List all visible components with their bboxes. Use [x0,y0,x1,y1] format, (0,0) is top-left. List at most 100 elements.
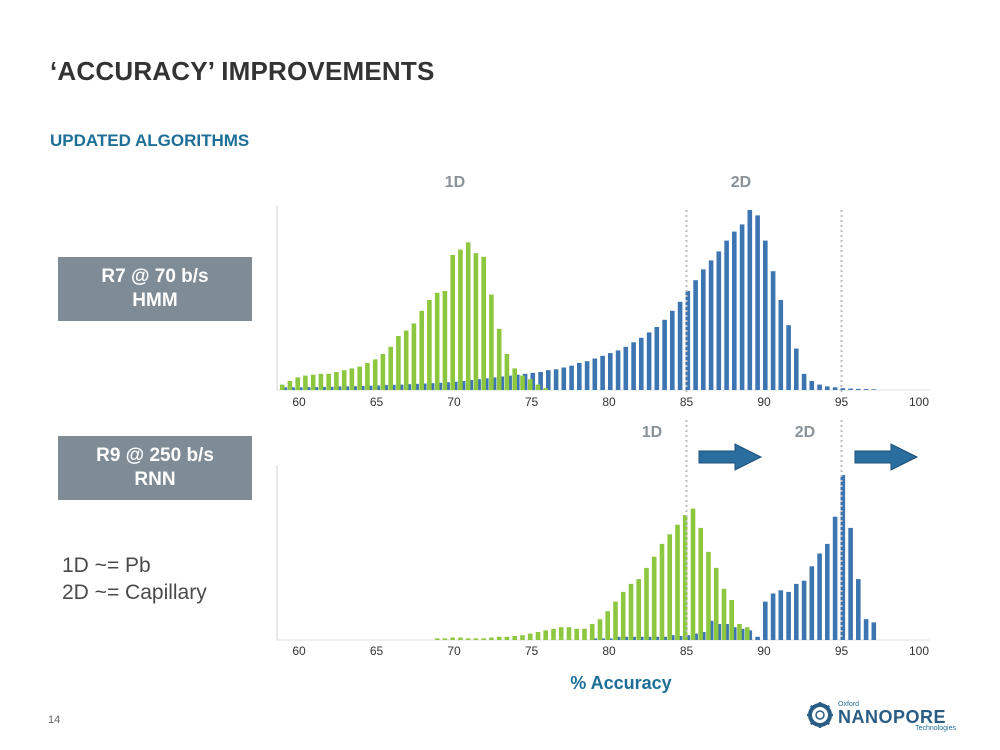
bar-1d-68.5 [427,300,432,390]
bar-1d-70 [450,637,455,640]
x-tick-label: 100 [909,395,929,409]
series-label-1d: 1D [642,424,662,441]
bar-1d-75.5 [535,632,541,640]
bar-1d-76.5 [551,628,556,640]
bar-1d-69 [434,638,440,640]
bar-1d-87 [713,567,719,640]
bar-1d-82 [636,579,641,640]
note-2d: 2D ~= Capillary [62,581,207,604]
bar-1d-71 [465,242,471,390]
bar-2d-96.5 [863,619,869,640]
nanopore-logo-icon [807,702,833,728]
bar-1d-84.5 [675,524,680,640]
bar-2d-67.5 [414,383,419,390]
bar-2d-94.5 [832,516,838,640]
bar-1d-75.5 [535,384,541,390]
bar-2d-94.5 [832,387,838,390]
bar-1d-74.5 [520,375,525,390]
bar-2d-63.5 [352,386,357,390]
bar-2d-87 [716,624,722,640]
x-axis-title: % Accuracy [570,673,671,693]
bar-2d-96.5 [863,389,869,390]
bar-1d-81 [620,591,626,640]
x-tick-label: 85 [680,644,694,658]
bar-2d-87 [716,251,722,390]
bar-2d-97 [871,389,877,390]
bar-1d-85 [682,515,688,640]
bar-1d-74 [512,368,517,390]
bar-2d-83.5 [662,636,667,640]
bar-1d-78 [574,628,579,640]
bar-1d-89 [744,627,750,640]
bar-2d-79 [592,638,598,640]
r9-rnn-label: R9 @ 250 b/s RNN [58,436,252,500]
right-arrow-icon [854,443,919,471]
bar-2d-79.5 [600,638,605,640]
bar-2d-93.5 [817,553,822,640]
x-tick-label: 60 [292,644,306,658]
bar-1d-74 [512,636,517,640]
bar-2d-86.5 [708,620,714,640]
bar-2d-86.5 [708,260,714,390]
bar-1d-67 [403,330,409,390]
nanopore-logo: Oxford NANOPORE Technologies [806,701,958,732]
bar-1d-86.5 [706,551,711,640]
bar-1d-73 [496,636,502,640]
bar-1d-85.5 [690,508,696,640]
x-tick-label: 75 [525,644,539,658]
bar-2d-83 [654,327,660,390]
bar-2d-78.5 [584,361,590,390]
bar-2d-87.5 [724,624,729,640]
bar-2d-82.5 [646,332,652,390]
bar-1d-66.5 [396,336,401,390]
bar-1d-88 [729,600,734,640]
x-tick-label: 90 [757,395,771,409]
bar-1d-80.5 [613,601,618,640]
bar-2d-84.5 [677,636,683,640]
bar-1d-69.5 [442,291,448,390]
series-label-2d: 2D [795,424,815,441]
bar-1d-72 [481,256,486,390]
bar-2d-91.5 [786,591,791,640]
bar-2d-82 [639,337,644,390]
bar-2d-65.5 [383,385,388,390]
slide-subtitle: UPDATED ALGORITHMS [50,131,250,150]
bar-2d-67 [406,384,412,390]
right-arrow-icon [698,443,763,471]
bar-2d-87.5 [724,240,729,390]
x-tick-label: 95 [835,395,849,409]
bar-2d-75.5 [538,372,543,390]
bar-1d-69 [434,292,440,390]
r7-hmm-label: R7 @ 70 b/s HMM [58,257,252,321]
r7-label-line2: HMM [132,290,178,311]
bar-2d-62 [329,386,334,390]
bar-1d-62 [326,373,331,390]
bar-2d-85.5 [693,280,698,390]
bar-1d-67.5 [411,323,417,390]
bar-1d-72.5 [489,637,494,640]
bar-2d-69 [437,382,443,390]
bar-2d-70.5 [460,381,466,390]
bar-2d-92.5 [801,373,807,390]
bar-2d-91 [778,590,784,640]
bar-2d-79 [592,358,598,390]
bar-1d-60.5 [303,375,308,390]
bar-1d-77.5 [566,627,572,640]
bar-2d-65 [375,385,381,390]
bar-2d-62.5 [336,386,342,390]
logo-oxford-text: Oxford [838,701,860,708]
bar-2d-76.5 [553,369,559,390]
bar-2d-66.5 [398,384,404,390]
bar-1d-76 [543,630,548,640]
bar-2d-78 [577,363,582,390]
bar-2d-96 [856,579,861,640]
bar-1d-88.5 [737,624,742,640]
logo-wordmark: NANOPORE [838,707,947,727]
bar-2d-86 [701,269,706,390]
bar-2d-92.5 [801,580,807,640]
bar-2d-88 [732,231,737,390]
bar-2d-81.5 [631,636,636,640]
bar-2d-72 [484,378,489,390]
bar-2d-91.5 [786,325,791,390]
